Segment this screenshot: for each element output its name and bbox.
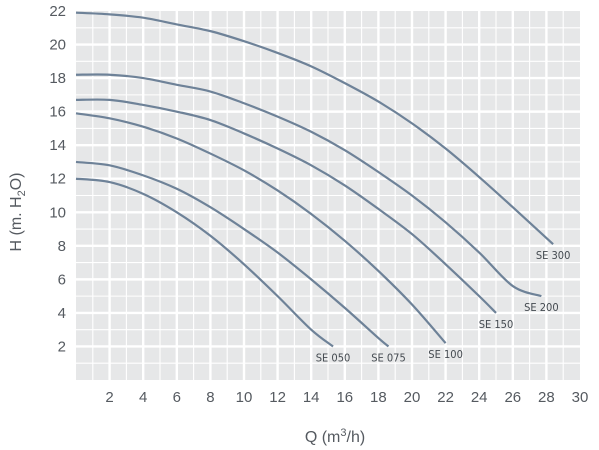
x-axis-label: Q (m3/h) xyxy=(305,427,365,446)
y-tick-label: 16 xyxy=(49,104,66,121)
series-line-se-300 xyxy=(75,11,554,245)
y-tick-label: 20 xyxy=(49,37,66,54)
series-label-se-150: SE 150 xyxy=(479,318,514,331)
x-tick-label: 24 xyxy=(471,389,488,406)
series-label-se-300: SE 300 xyxy=(536,249,571,262)
x-tick-label: 14 xyxy=(303,389,320,406)
series-line-se-150 xyxy=(75,98,497,314)
x-tick-label: 30 xyxy=(572,389,589,406)
y-tick-label: 10 xyxy=(49,204,66,221)
y-tick-labels: 2 4 6 8 10 12 14 16 18 20 22 xyxy=(49,3,66,355)
series-line-se-200 xyxy=(75,73,542,298)
y-tick-label: 14 xyxy=(49,137,66,154)
series-label-se-050: SE 050 xyxy=(316,351,351,364)
x-tick-label: 18 xyxy=(370,389,387,406)
x-tick-labels: 2 4 6 8 10 12 14 16 18 20 22 24 26 28 30 xyxy=(105,389,588,406)
grid xyxy=(76,11,580,380)
x-tick-label: 4 xyxy=(139,389,147,406)
series-line-se-050 xyxy=(75,177,334,348)
y-tick-label: 2 xyxy=(58,338,66,355)
x-tick-label: 12 xyxy=(269,389,286,406)
y-axis-label: H (m. H2O) xyxy=(8,172,28,251)
x-tick-label: 8 xyxy=(206,389,214,406)
series-line-se-075 xyxy=(75,160,390,348)
y-tick-label: 22 xyxy=(49,3,66,20)
x-tick-label: 28 xyxy=(538,389,555,406)
x-tick-label: 6 xyxy=(173,389,181,406)
y-tick-label: 6 xyxy=(58,271,66,288)
x-tick-label: 10 xyxy=(236,389,253,406)
x-tick-label: 2 xyxy=(105,389,113,406)
y-tick-label: 12 xyxy=(49,171,66,188)
series-label-se-100: SE 100 xyxy=(428,348,463,361)
x-tick-label: 26 xyxy=(504,389,521,406)
y-tick-label: 4 xyxy=(58,305,66,322)
y-tick-label: 8 xyxy=(58,238,66,255)
series-lines xyxy=(75,11,554,348)
series-label-se-075: SE 075 xyxy=(371,351,406,364)
x-tick-label: 20 xyxy=(404,389,421,406)
series-labels: SE 050 SE 075 SE 100 SE 150 SE 200 SE 300 xyxy=(316,249,571,364)
series-label-se-200: SE 200 xyxy=(524,301,559,314)
y-tick-label: 18 xyxy=(49,70,66,87)
series-line-se-100 xyxy=(75,112,447,344)
x-tick-label: 22 xyxy=(437,389,454,406)
x-tick-label: 16 xyxy=(336,389,353,406)
